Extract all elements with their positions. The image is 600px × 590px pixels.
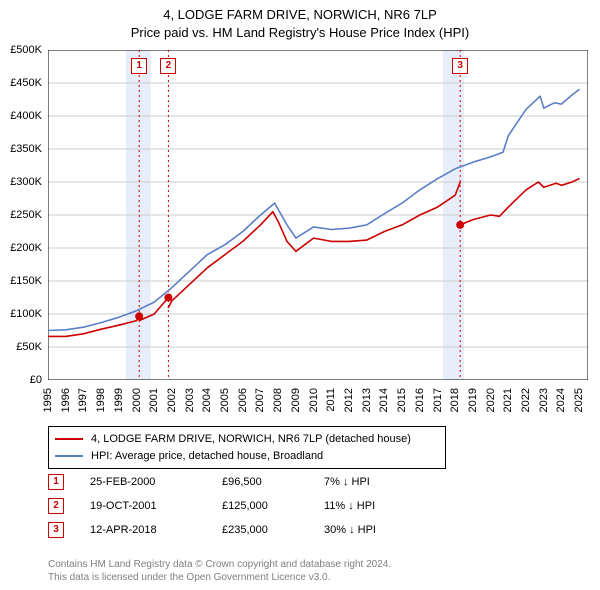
legend-item-price-paid: 4, LODGE FARM DRIVE, NORWICH, NR6 7LP (d… <box>55 431 439 448</box>
y-tick-label: £200K <box>0 242 42 254</box>
x-tick-label: 2022 <box>520 388 532 412</box>
legend-label: HPI: Average price, detached house, Broa… <box>91 448 323 465</box>
y-tick-label: £400K <box>0 110 42 122</box>
x-tick-label: 2007 <box>254 388 266 412</box>
y-tick-label: £100K <box>0 308 42 320</box>
footer: Contains HM Land Registry data © Crown c… <box>48 558 391 584</box>
x-tick-label: 2006 <box>237 388 249 412</box>
event-date: 25-FEB-2000 <box>90 476 200 488</box>
x-tick-label: 2004 <box>201 388 213 412</box>
y-tick-label: £250K <box>0 209 42 221</box>
event-pct: 30% ↓ HPI <box>324 524 434 536</box>
x-tick-label: 1995 <box>42 388 54 412</box>
chart-svg <box>48 50 588 380</box>
x-tick-label: 2014 <box>378 388 390 412</box>
event-marker-badge: 2 <box>160 58 176 74</box>
event-pct: 7% ↓ HPI <box>324 476 434 488</box>
y-tick-label: £450K <box>0 77 42 89</box>
event-price: £125,000 <box>222 500 302 512</box>
y-tick-label: £50K <box>0 341 42 353</box>
x-tick-label: 2005 <box>219 388 231 412</box>
event-badge: 1 <box>48 474 64 490</box>
x-tick-label: 2023 <box>538 388 550 412</box>
x-tick-label: 1999 <box>113 388 125 412</box>
x-tick-label: 1997 <box>77 388 89 412</box>
y-tick-label: £150K <box>0 275 42 287</box>
y-tick-label: £300K <box>0 176 42 188</box>
x-tick-label: 2003 <box>184 388 196 412</box>
legend-swatch <box>55 438 83 440</box>
x-tick-label: 2025 <box>573 388 585 412</box>
footer-line1: Contains HM Land Registry data © Crown c… <box>48 558 391 571</box>
footer-line2: This data is licensed under the Open Gov… <box>48 571 391 584</box>
x-tick-label: 2011 <box>325 388 337 412</box>
x-tick-label: 2008 <box>272 388 284 412</box>
x-tick-label: 2020 <box>485 388 497 412</box>
y-tick-label: £350K <box>0 143 42 155</box>
event-price: £96,500 <box>222 476 302 488</box>
x-tick-label: 2018 <box>449 388 461 412</box>
event-marker-badge: 3 <box>452 58 468 74</box>
event-pct: 11% ↓ HPI <box>324 500 434 512</box>
event-date: 19-OCT-2001 <box>90 500 200 512</box>
x-tick-label: 1996 <box>60 388 72 412</box>
x-tick-label: 2009 <box>290 388 302 412</box>
x-tick-label: 2021 <box>502 388 514 412</box>
events-table: 1 25-FEB-2000 £96,500 7% ↓ HPI 2 19-OCT-2001 £… <box>48 470 434 542</box>
legend-label: 4, LODGE FARM DRIVE, NORWICH, NR6 7LP (d… <box>91 431 411 448</box>
x-tick-label: 2012 <box>343 388 355 412</box>
title-line2: Price paid vs. HM Land Registry's House … <box>0 24 600 42</box>
x-tick-label: 2010 <box>308 388 320 412</box>
x-tick-label: 1998 <box>95 388 107 412</box>
y-tick-label: £500K <box>0 44 42 56</box>
chart-area: £0£50K£100K£150K£200K£250K£300K£350K£400… <box>48 50 588 380</box>
page-root: 4, LODGE FARM DRIVE, NORWICH, NR6 7LP Pr… <box>0 0 600 590</box>
title-block: 4, LODGE FARM DRIVE, NORWICH, NR6 7LP Pr… <box>0 0 600 41</box>
event-badge: 2 <box>48 498 64 514</box>
x-tick-label: 2019 <box>467 388 479 412</box>
legend-swatch <box>55 455 83 457</box>
event-date: 12-APR-2018 <box>90 524 200 536</box>
legend: 4, LODGE FARM DRIVE, NORWICH, NR6 7LP (d… <box>48 426 446 469</box>
event-badge: 3 <box>48 522 64 538</box>
event-row: 3 12-APR-2018 £235,000 30% ↓ HPI <box>48 518 434 542</box>
y-tick-label: £0 <box>0 374 42 386</box>
x-tick-label: 2000 <box>131 388 143 412</box>
event-marker-badge: 1 <box>131 58 147 74</box>
x-tick-label: 2002 <box>166 388 178 412</box>
x-tick-label: 2013 <box>361 388 373 412</box>
x-tick-label: 2015 <box>396 388 408 412</box>
x-tick-label: 2017 <box>432 388 444 412</box>
legend-item-hpi: HPI: Average price, detached house, Broa… <box>55 448 439 465</box>
x-tick-label: 2024 <box>555 388 567 412</box>
event-row: 1 25-FEB-2000 £96,500 7% ↓ HPI <box>48 470 434 494</box>
title-line1: 4, LODGE FARM DRIVE, NORWICH, NR6 7LP <box>0 6 600 24</box>
event-price: £235,000 <box>222 524 302 536</box>
x-tick-label: 2016 <box>414 388 426 412</box>
event-row: 2 19-OCT-2001 £125,000 11% ↓ HPI <box>48 494 434 518</box>
x-tick-label: 2001 <box>148 388 160 412</box>
